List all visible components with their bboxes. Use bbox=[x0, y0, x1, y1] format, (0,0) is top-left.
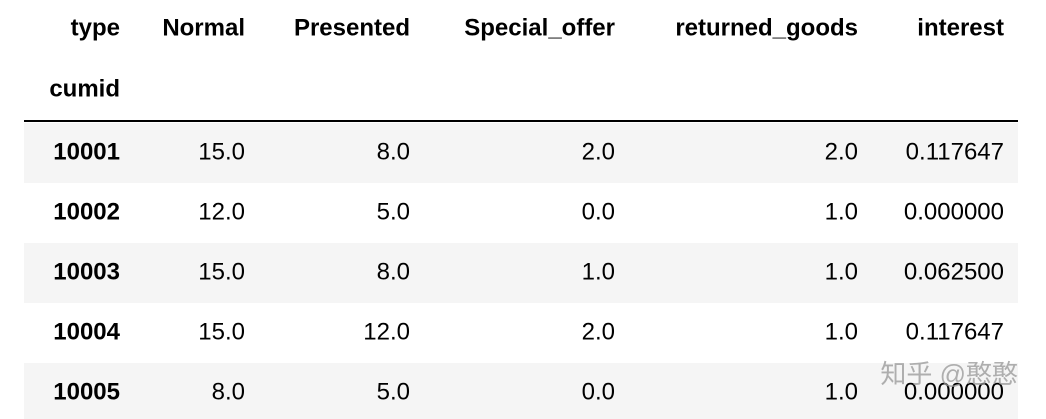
cell: 0.062500 bbox=[904, 258, 1004, 285]
cell: 1.0 bbox=[582, 258, 615, 285]
cell: 12.0 bbox=[363, 318, 410, 345]
cell: 1.0 bbox=[825, 318, 858, 345]
cell: 15.0 bbox=[198, 258, 245, 285]
row-index: 10004 bbox=[53, 318, 120, 345]
index-name: cumid bbox=[49, 75, 120, 102]
cell: 15.0 bbox=[198, 318, 245, 345]
cell: 1.0 bbox=[825, 378, 858, 405]
cell: 5.0 bbox=[377, 198, 410, 225]
cell: 1.0 bbox=[825, 198, 858, 225]
cell: 8.0 bbox=[212, 378, 245, 405]
cell: 0.000000 bbox=[904, 198, 1004, 225]
cell: 5.0 bbox=[377, 378, 410, 405]
watermark: 知乎 @憨憨 bbox=[880, 359, 1018, 389]
row-stripe bbox=[24, 243, 1018, 303]
cell: 12.0 bbox=[198, 198, 245, 225]
cell: 8.0 bbox=[377, 258, 410, 285]
columns-name: type bbox=[71, 14, 120, 41]
cell: 15.0 bbox=[198, 138, 245, 165]
cell: 8.0 bbox=[377, 138, 410, 165]
cell: 0.117647 bbox=[906, 138, 1004, 165]
cell: 0.0 bbox=[582, 378, 615, 405]
column-header: Normal bbox=[162, 14, 245, 41]
cell: 2.0 bbox=[825, 138, 858, 165]
cell: 0.0 bbox=[582, 198, 615, 225]
row-stripe bbox=[24, 123, 1018, 183]
row-stripe bbox=[24, 363, 1018, 419]
column-header: Presented bbox=[294, 14, 410, 41]
cell: 0.000000 bbox=[904, 378, 1004, 405]
row-index: 10001 bbox=[53, 138, 120, 165]
cell: 1.0 bbox=[825, 258, 858, 285]
cell: 2.0 bbox=[582, 138, 615, 165]
column-header: interest bbox=[917, 14, 1004, 41]
row-index: 10003 bbox=[53, 258, 120, 285]
row-index: 10002 bbox=[53, 198, 120, 225]
cell: 0.117647 bbox=[906, 318, 1004, 345]
column-header: Special_offer bbox=[464, 14, 615, 41]
cell: 2.0 bbox=[582, 318, 615, 345]
row-index: 10005 bbox=[53, 378, 120, 405]
column-header: returned_goods bbox=[675, 14, 858, 41]
